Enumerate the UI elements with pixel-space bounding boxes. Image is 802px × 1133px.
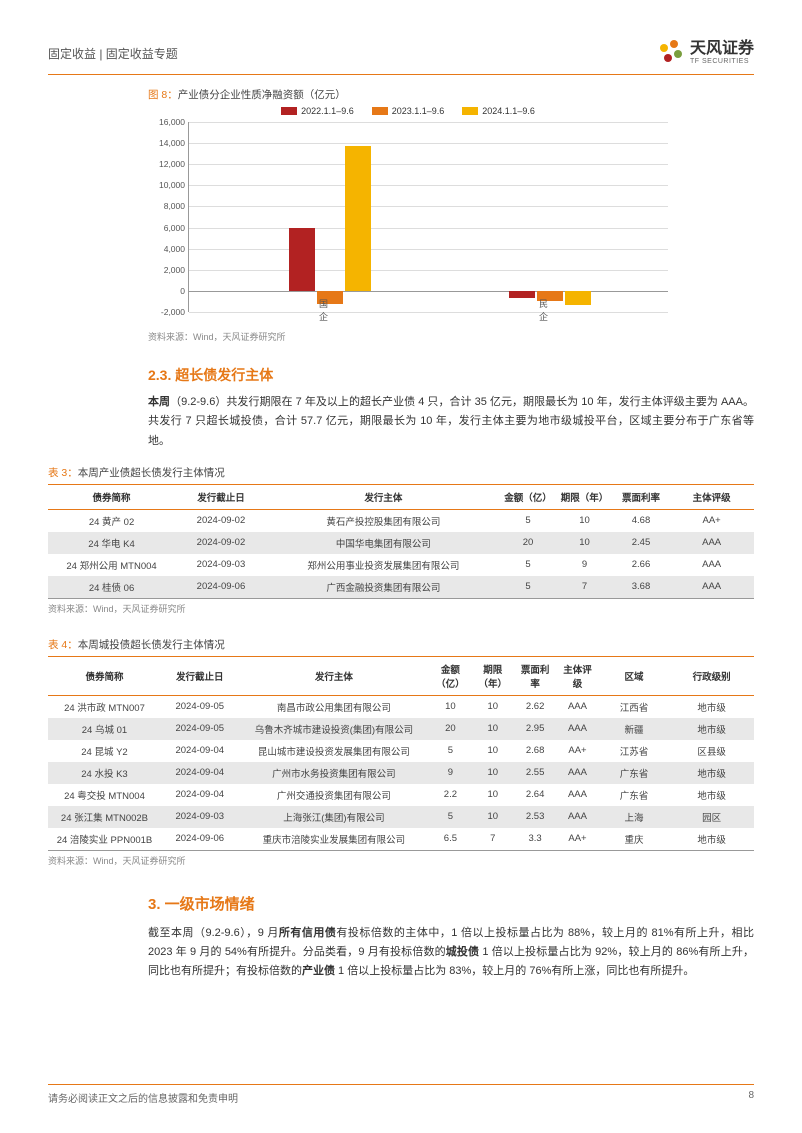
fig8-legend: 2022.1.1–9.6 2023.1.1–9.6 2024.1.1–9.6 [148, 106, 668, 116]
page-header: 固定收益 | 固定收益专题 天风证券 TF SECURITIES [48, 38, 754, 75]
logo-text-cn: 天风证券 [690, 40, 754, 58]
fig8-source: 资料来源：Wind，天风证券研究所 [148, 330, 754, 343]
table3-source: 资料来源：Wind，天风证券研究所 [48, 602, 754, 615]
table-header: 行政级别 [669, 656, 754, 695]
table-header: 区域 [599, 656, 670, 695]
table-row: 24 华电 K42024-09-02中国华电集团有限公司20102.45AAA [48, 532, 754, 554]
table-row: 24 水投 K32024-09-04广州市水务投资集团有限公司9102.55AA… [48, 762, 754, 784]
table-header: 金额（亿） [500, 484, 556, 509]
section-2-3-para: 本周（9.2-9.6）共发行期限在 7 年及以上的超长产业债 4 只，合计 35… [148, 393, 754, 451]
table-header: 发行截止日 [161, 656, 239, 695]
table-row: 24 涪陵实业 PPN001B2024-09-06重庆市涪陵实业发展集团有限公司… [48, 828, 754, 851]
table-header: 发行主体 [267, 484, 500, 509]
footer-disclaimer: 请务必阅读正文之后的信息披露和免责申明 [48, 1090, 238, 1105]
doc-category: 固定收益 | 固定收益专题 [48, 45, 178, 62]
table4-title: 表 4：本周城投债超长债发行主体情况 [48, 637, 754, 652]
page-footer: 请务必阅读正文之后的信息披露和免责申明 8 [48, 1084, 754, 1105]
table-row: 24 郑州公用 MTN0042024-09-03郑州公用事业投资发展集团有限公司… [48, 554, 754, 576]
section-3-heading: 3. 一级市场情绪 [148, 893, 754, 914]
table-header: 票面利率 [613, 484, 669, 509]
fig8-title: 图 8：产业债分企业性质净融资额（亿元） [148, 87, 754, 102]
table4-source: 资料来源：Wind，天风证券研究所 [48, 854, 754, 867]
table-row: 24 昆城 Y22024-09-04昆山城市建设投资发展集团有限公司5102.6… [48, 740, 754, 762]
table3-title: 表 3：本周产业债超长债发行主体情况 [48, 465, 754, 480]
logo-text-en: TF SECURITIES [690, 58, 754, 66]
table-header: 发行主体 [239, 656, 430, 695]
table-header: 债券简称 [48, 484, 175, 509]
table-header: 主体评级 [556, 656, 598, 695]
table-row: 24 黄产 022024-09-02黄石产投控股集团有限公司5104.68AA+ [48, 509, 754, 532]
table-header: 主体评级 [669, 484, 754, 509]
page-number: 8 [748, 1090, 754, 1105]
logo-icon [656, 38, 686, 68]
table-row: 24 乌城 012024-09-05乌鲁木齐城市建设投资(集团)有限公司2010… [48, 718, 754, 740]
table-row: 24 桂债 062024-09-06广西金融投资集团有限公司573.68AAA [48, 576, 754, 599]
section-2-3-heading: 2.3. 超长债发行主体 [148, 365, 754, 385]
table-header: 期限（年） [556, 484, 612, 509]
table-row: 24 粤交投 MTN0042024-09-04广州交通投资集团有限公司2.210… [48, 784, 754, 806]
brand-logo: 天风证券 TF SECURITIES [656, 38, 754, 68]
table-header: 金额（亿） [429, 656, 471, 695]
table-header: 期限（年） [472, 656, 514, 695]
table-row: 24 张江集 MTN002B2024-09-03上海张江(集团)有限公司5102… [48, 806, 754, 828]
fig8-chart: 2022.1.1–9.6 2023.1.1–9.6 2024.1.1–9.6 -… [148, 106, 668, 326]
table-row: 24 洪市政 MTN0072024-09-05南昌市政公用集团有限公司10102… [48, 695, 754, 718]
table-header: 债券简称 [48, 656, 161, 695]
table3: 债券简称发行截止日发行主体金额（亿）期限（年）票面利率主体评级 24 黄产 02… [48, 484, 754, 599]
table4: 债券简称发行截止日发行主体金额（亿）期限（年）票面利率主体评级区域行政级别 24… [48, 656, 754, 851]
section-3-para: 截至本周（9.2-9.6），9 月所有信用债有投标倍数的主体中，1 倍以上投标量… [148, 924, 754, 982]
table-header: 发行截止日 [175, 484, 267, 509]
table-header: 票面利率 [514, 656, 556, 695]
